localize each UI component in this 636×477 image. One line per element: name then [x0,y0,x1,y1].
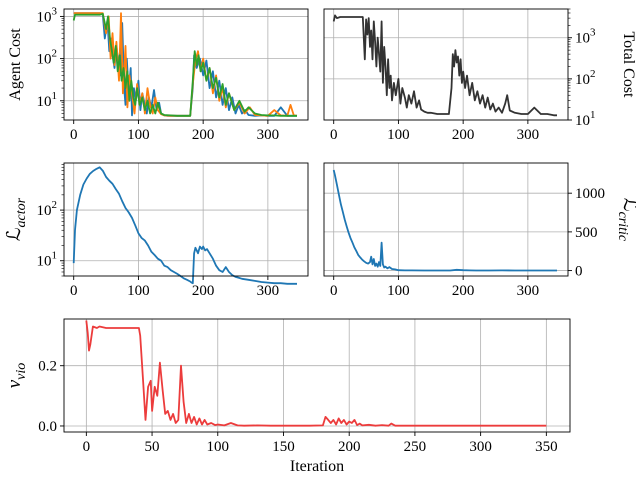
y-axis-label: Agent Cost [7,28,24,101]
x-tick-label: 300 [517,283,540,299]
x-tick-label: 100 [127,127,150,143]
x-tick-label: 300 [257,127,280,143]
x-tick-label: 0 [70,127,78,143]
plot-frame [63,8,309,121]
x-tick-label: 200 [192,127,215,143]
x-tick-label: 0 [330,127,338,143]
y-tick-label: 1000 [575,186,605,202]
series-line-0 [332,14,557,117]
y-tick-label: 101 [37,250,58,270]
plot-frame [63,162,309,277]
y-tick-label: 101 [37,90,58,110]
x-tick-label: 50 [145,439,160,455]
y-tick-label: 0.0 [38,419,57,435]
y-axis-label: vvio [4,363,29,389]
series-line-0 [85,320,547,427]
series-line-0 [332,169,557,272]
y-tick-label: 0 [575,264,583,280]
x-tick-label: 200 [452,283,475,299]
x-tick-label: 200 [192,283,215,299]
series-line-2 [72,12,297,117]
x-tick-label: 0 [83,439,91,455]
x-tick-label: 100 [127,283,150,299]
y-axis-label: ℒactor [4,197,29,241]
y-tick-label: 102 [37,48,58,68]
x-tick-label: 350 [535,439,558,455]
x-tick-label: 300 [469,439,492,455]
y-tick-label: 102 [575,68,596,88]
y-tick-label: 102 [37,199,58,219]
x-tick-label: 100 [387,127,410,143]
y-tick-label: 103 [575,27,596,47]
x-tick-label: 150 [272,439,295,455]
plot-frame [323,8,569,121]
plot-frame [63,318,571,433]
series-line-0 [72,166,297,285]
panel-total_cost: 0 100 200 300 101 102 103 Total Cost [323,8,636,143]
x-tick-label: 300 [517,127,540,143]
y-tick-label: 500 [575,225,598,241]
x-tick-label: 0 [70,283,78,299]
x-tick-label: 100 [387,283,410,299]
x-axis-label: Iteration [290,458,344,475]
y-tick-label: 0.2 [38,359,57,375]
x-tick-label: 200 [452,127,475,143]
y-axis-label: ℒcritic [615,198,636,242]
panel-critic_loss: 0 100 200 300 0 500 1000 ℒcritic [323,162,636,299]
panel-agent_cost: 0 100 200 300 101 102 103 Agent Cost [7,5,309,143]
plot-frame [323,162,569,277]
x-tick-label: 100 [207,439,230,455]
panel-actor_loss: 0 100 200 300 101 102 ℒactor [4,162,309,299]
panel-violation: 0 50 100 150 200 250 300 350 0.0 0.2 vvio Iteration [4,318,571,475]
x-tick-label: 0 [330,283,338,299]
y-tick-label: 103 [37,5,58,25]
x-tick-label: 200 [338,439,361,455]
y-tick-label: 101 [575,109,596,129]
x-tick-label: 300 [257,283,280,299]
x-tick-label: 250 [404,439,427,455]
y-axis-label: Total Cost [620,32,636,99]
